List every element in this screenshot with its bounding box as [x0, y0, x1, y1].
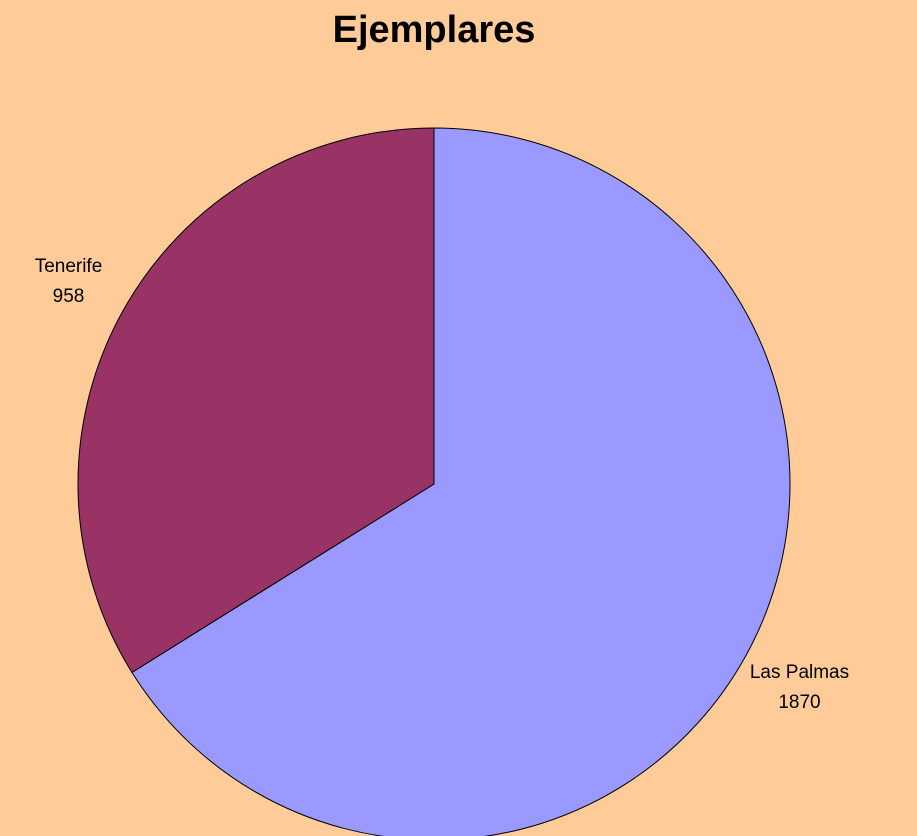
- slice-label: Tenerife: [35, 256, 103, 277]
- chart-title: Ejemplares: [333, 9, 536, 51]
- pie-slice: [77, 127, 435, 674]
- slice-value: 958: [53, 286, 85, 307]
- pie-slice: [131, 127, 791, 836]
- slice-value: 1870: [778, 692, 820, 713]
- slice-label: Las Palmas: [750, 662, 849, 683]
